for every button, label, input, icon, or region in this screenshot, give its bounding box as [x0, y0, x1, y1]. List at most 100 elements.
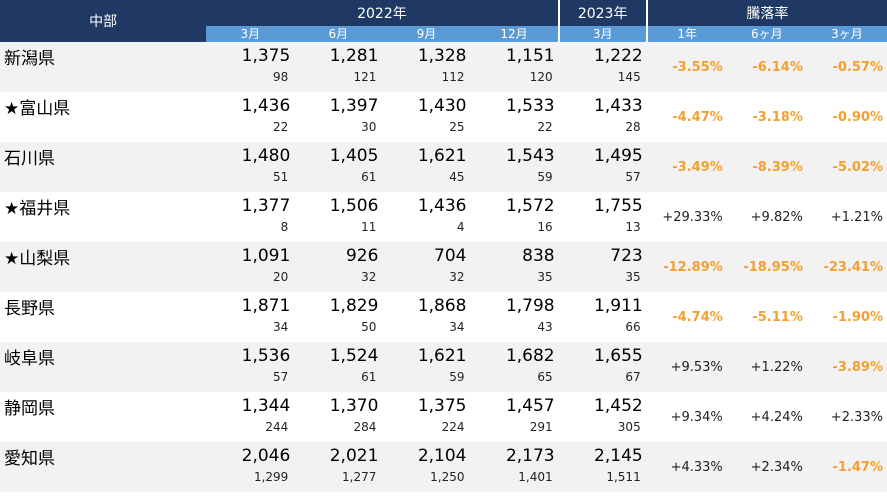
- price-value: 1,495: [558, 142, 647, 170]
- change-rate: +29.33%: [662, 209, 723, 225]
- table-row: 愛知県 2,046 2,021 2,104 2,173 2,145 +4.33% +2.34%…: [0, 442, 887, 492]
- rate-period-header: 6ヶ月: [726, 26, 807, 42]
- count-value: 43: [537, 320, 553, 334]
- count-value: 244: [265, 420, 289, 434]
- table-row-sub: 8 11 4 16 13: [0, 220, 887, 242]
- change-rate: +2.33%: [830, 409, 883, 425]
- change-rate: -18.95%: [726, 242, 807, 292]
- count-value: 13: [625, 220, 641, 234]
- prefecture-name: ★富山県: [4, 99, 71, 119]
- price-value: 704: [382, 242, 471, 270]
- rate-period-header: 1年: [645, 26, 727, 42]
- count-value: 28: [625, 120, 641, 134]
- prefecture-name: 新潟県: [0, 42, 207, 92]
- table-row-sub: 51 61 45 59 57: [0, 170, 887, 192]
- table-row-sub: 20 32 32 35 35: [0, 270, 887, 292]
- count-value: 22: [273, 120, 289, 134]
- table-row: ★山梨県 1,091 926 704 838 723 -12.89% -18.95% -23.4…: [0, 242, 887, 292]
- price-value: 1,524: [294, 342, 383, 370]
- table-row: 岐阜県 1,536 1,524 1,621 1,682 1,655 +9.53% +1.22%…: [0, 342, 887, 392]
- price-value: 1,755: [594, 196, 643, 216]
- change-rate: -0.57%: [806, 42, 887, 92]
- count-value: 1,250: [382, 470, 471, 492]
- count-value: 305: [617, 420, 641, 434]
- price-value: 1,621: [382, 142, 471, 170]
- year-2022-header: 2022年: [206, 0, 559, 26]
- table-row: 新潟県 1,375 1,281 1,328 1,151 1,222 -3.55% -6.14%…: [0, 42, 887, 92]
- count-value: 291: [529, 420, 553, 434]
- count-value: 1,511: [558, 470, 647, 492]
- change-rate: -23.41%: [806, 242, 887, 292]
- price-value: 1,222: [558, 42, 647, 70]
- count-value: 35: [558, 270, 647, 292]
- count-value: 67: [558, 370, 647, 392]
- rate-header: 騰落率: [646, 0, 887, 26]
- table-row-sub: 98 121 112 120 145: [0, 70, 887, 92]
- change-rate: -5.02%: [806, 142, 887, 192]
- change-rate: +9.82%: [750, 209, 803, 225]
- price-value: 1,436: [241, 96, 291, 116]
- price-value: 1,506: [329, 196, 379, 216]
- price-value: 1,281: [294, 42, 383, 70]
- price-value: 1,370: [329, 396, 379, 416]
- table-row: 石川県 1,480 1,405 1,621 1,543 1,495 -3.49% -8.39%…: [0, 142, 887, 192]
- price-value: 2,046: [206, 442, 295, 470]
- change-rate: -1.90%: [832, 309, 884, 325]
- count-value: 120: [470, 70, 559, 92]
- count-value: 61: [294, 370, 383, 392]
- change-rate: -12.89%: [646, 242, 727, 292]
- change-rate: -1.47%: [806, 442, 887, 492]
- price-value: 1,344: [241, 396, 291, 416]
- change-rate: -6.14%: [726, 42, 807, 92]
- count-value: 50: [361, 320, 377, 334]
- count-value: 1,401: [470, 470, 559, 492]
- price-value: 2,173: [470, 442, 559, 470]
- count-value: 4: [456, 220, 465, 234]
- count-value: 32: [382, 270, 471, 292]
- count-value: 8: [280, 220, 289, 234]
- price-value: 1,151: [470, 42, 559, 70]
- price-value: 1,091: [206, 242, 295, 270]
- price-value: 1,480: [206, 142, 295, 170]
- count-value: 284: [353, 420, 377, 434]
- count-value: 61: [294, 170, 383, 192]
- count-value: 22: [537, 120, 553, 134]
- table-row: 静岡県 1,344 1,370 1,375 1,457 1,452 +9.34% +4.24%…: [0, 392, 887, 425]
- count-value: 57: [206, 370, 295, 392]
- price-value: 1,533: [505, 96, 555, 116]
- change-rate: -8.39%: [726, 142, 807, 192]
- count-value: 34: [449, 320, 465, 334]
- price-value: 723: [558, 242, 647, 270]
- price-value: 1,430: [417, 96, 467, 116]
- change-rate: +4.24%: [750, 409, 803, 425]
- price-value: 838: [470, 242, 559, 270]
- prefecture-name: 石川県: [0, 142, 207, 192]
- month-header: 6月: [294, 26, 383, 42]
- count-value: 30: [361, 120, 377, 134]
- change-rate: -3.55%: [646, 42, 727, 92]
- price-value: 2,021: [294, 442, 383, 470]
- month-header: 3月: [557, 26, 647, 42]
- change-rate: +2.34%: [726, 442, 807, 492]
- month-header: 9月: [382, 26, 471, 42]
- count-value: 45: [382, 170, 471, 192]
- table-row-sub: 34 50 34 43 66: [0, 320, 887, 342]
- price-value: 1,375: [206, 42, 295, 70]
- count-value: 16: [537, 220, 553, 234]
- price-value: 1,829: [329, 296, 379, 316]
- count-value: 66: [625, 320, 641, 334]
- price-value: 1,457: [505, 396, 555, 416]
- price-value: 1,871: [241, 296, 291, 316]
- count-value: 11: [361, 220, 377, 234]
- price-value: 1,621: [382, 342, 471, 370]
- table-row-sub: 244 284 224 291 305: [0, 420, 887, 442]
- count-value: 59: [470, 170, 559, 192]
- table-row-sub: 22 30 25 22 28: [0, 120, 887, 142]
- prefecture-name: 長野県: [4, 299, 55, 319]
- change-rate: -5.11%: [752, 309, 803, 325]
- change-rate: -3.49%: [646, 142, 727, 192]
- price-value: 2,104: [382, 442, 471, 470]
- price-value: 2,145: [558, 442, 647, 470]
- price-value: 1,572: [505, 196, 555, 216]
